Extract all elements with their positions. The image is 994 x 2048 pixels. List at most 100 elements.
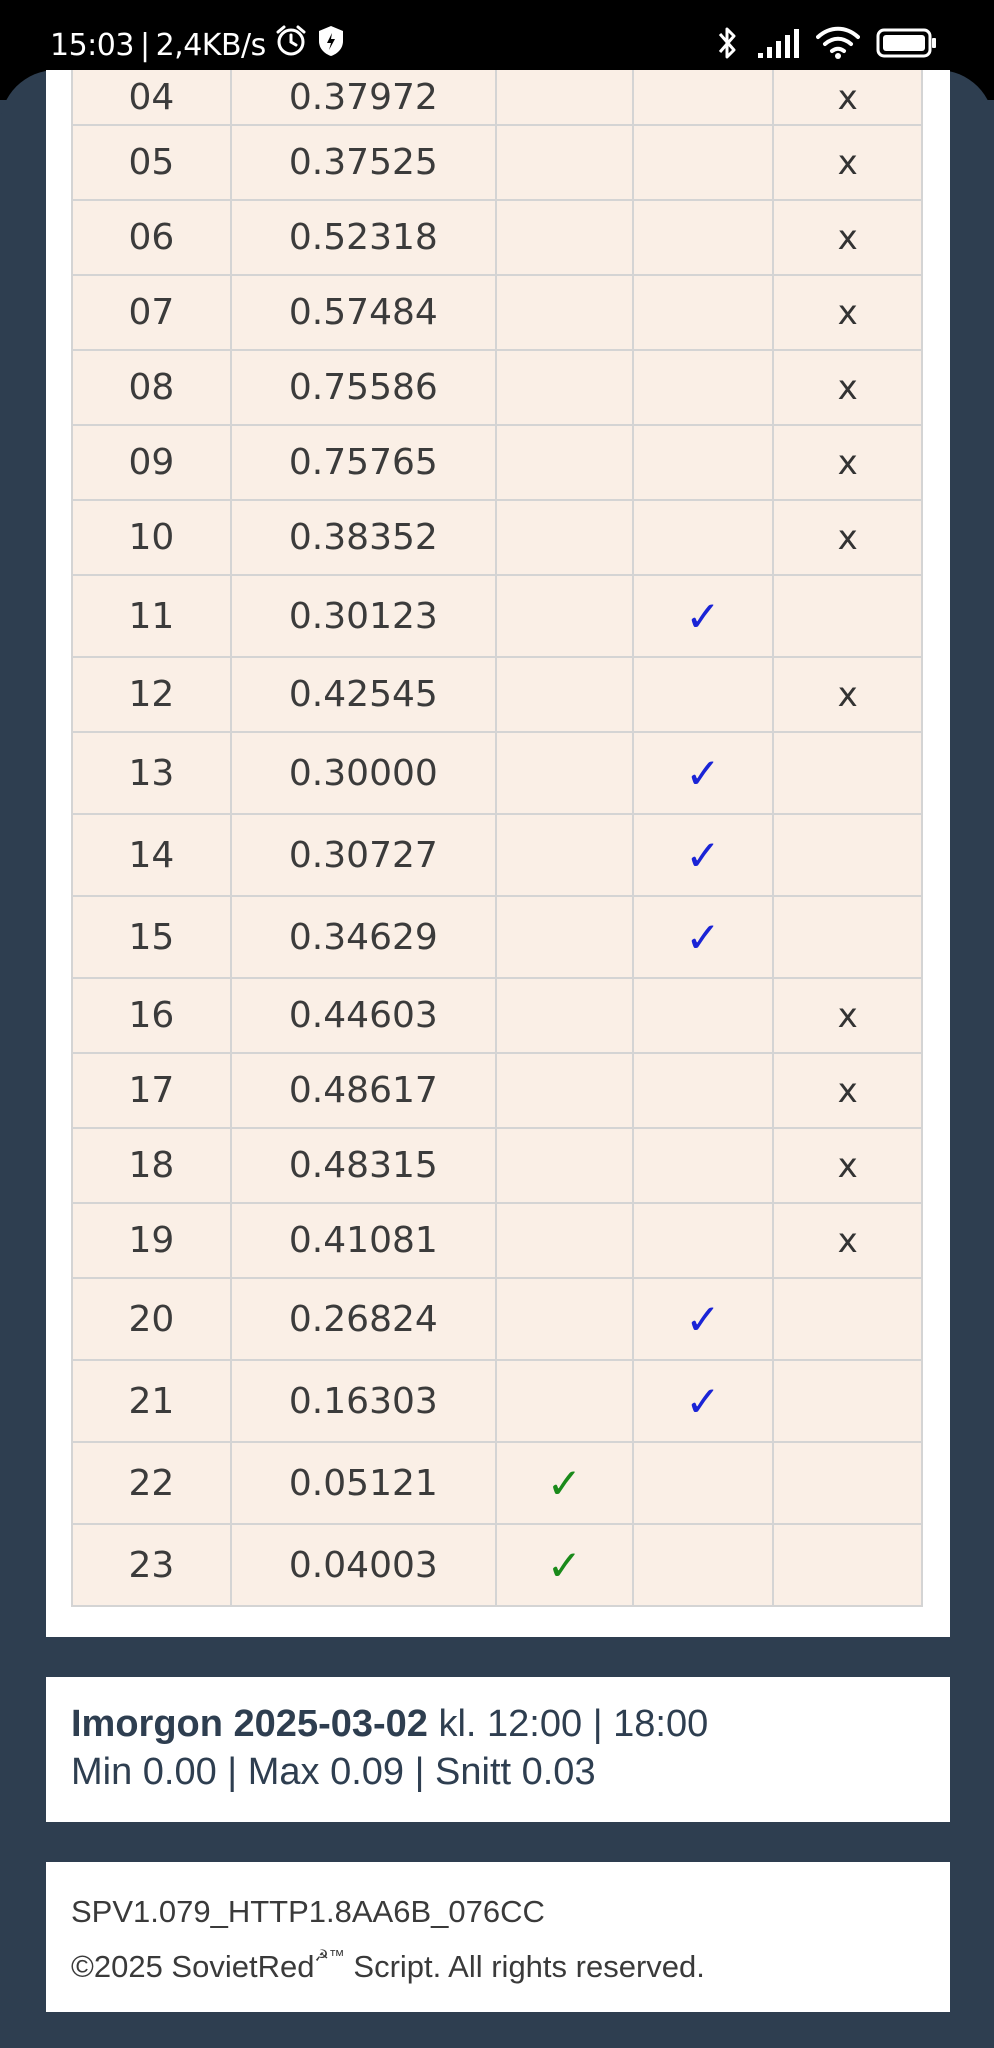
hour-value: 18 bbox=[128, 1145, 175, 1186]
low-price-mark-cell bbox=[494, 1127, 634, 1204]
x-mark: x bbox=[837, 77, 858, 118]
hour-cell: 22 bbox=[71, 1441, 232, 1525]
price-value: 0.05121 bbox=[288, 1462, 438, 1504]
x-mark: x bbox=[837, 518, 858, 558]
low-price-mark-cell bbox=[494, 274, 634, 351]
hour-cell: 19 bbox=[71, 1202, 232, 1279]
high-price-mark-cell: x bbox=[772, 199, 923, 276]
price-cell: 0.42545 bbox=[229, 656, 497, 733]
mid-price-mark-cell bbox=[631, 1127, 775, 1204]
price-value: 0.48617 bbox=[288, 1070, 438, 1111]
mid-price-mark-cell bbox=[631, 349, 775, 426]
mid-price-mark-cell: ✓ bbox=[631, 813, 775, 897]
low-price-mark-cell bbox=[494, 1052, 634, 1129]
price-value: 0.30000 bbox=[288, 752, 438, 794]
footer-card: SPV1.079_HTTP1.8AA6B_076CC ©2025 SovietR… bbox=[46, 1862, 950, 2012]
hour-value: 22 bbox=[128, 1462, 175, 1504]
footer-copyright: ©2025 SovietRed☭™ Script. All rights res… bbox=[71, 1946, 705, 1985]
hour-cell: 23 bbox=[71, 1523, 232, 1607]
hour-value: 11 bbox=[128, 595, 175, 637]
hour-cell: 07 bbox=[71, 274, 232, 351]
mid-price-mark-cell: ✓ bbox=[631, 731, 775, 815]
x-mark: x bbox=[837, 143, 858, 183]
price-value: 0.52318 bbox=[288, 217, 438, 258]
hour-cell: 14 bbox=[71, 813, 232, 897]
high-price-mark-cell: x bbox=[772, 424, 923, 501]
mid-price-mark-cell: ✓ bbox=[631, 574, 775, 658]
table-row: 20 0.26824 ✓ bbox=[71, 1277, 923, 1361]
hour-value: 12 bbox=[128, 674, 175, 715]
hour-value: 04 bbox=[128, 76, 175, 118]
mid-price-mark-cell: ✓ bbox=[631, 1359, 775, 1443]
table-row: 08 0.75586 x bbox=[71, 349, 923, 426]
low-price-mark-cell bbox=[494, 731, 634, 815]
table-row: 05 0.37525 x bbox=[71, 124, 923, 201]
status-left: 15:03 | 2,4KB/s bbox=[50, 24, 346, 66]
shield-icon bbox=[316, 24, 346, 66]
high-price-mark-cell: x bbox=[772, 349, 923, 426]
hour-value: 23 bbox=[128, 1544, 175, 1586]
high-price-mark-cell bbox=[772, 1277, 923, 1361]
x-mark: x bbox=[837, 996, 858, 1036]
price-value: 0.38352 bbox=[288, 517, 438, 558]
table-row: 23 0.04003 ✓ bbox=[71, 1523, 923, 1607]
low-price-mark-cell bbox=[494, 499, 634, 576]
low-price-mark-cell bbox=[494, 349, 634, 426]
tomorrow-stats: Min 0.00 | Max 0.09 | Snitt 0.03 bbox=[71, 1751, 596, 1793]
low-price-mark-cell bbox=[494, 124, 634, 201]
high-price-mark-cell bbox=[772, 1441, 923, 1525]
table-row: 18 0.48315 x bbox=[71, 1127, 923, 1204]
price-cell: 0.75586 bbox=[229, 349, 497, 426]
price-value: 0.42545 bbox=[288, 674, 438, 715]
hour-value: 13 bbox=[128, 752, 175, 794]
hour-value: 09 bbox=[128, 442, 175, 483]
hour-value: 15 bbox=[128, 916, 175, 958]
tomorrow-title: Imorgon 2025-03-02 kl. 12:00 | 18:00 bbox=[71, 1703, 708, 1746]
x-mark: x bbox=[837, 443, 858, 483]
status-right bbox=[716, 24, 938, 66]
mid-price-mark-cell bbox=[631, 124, 775, 201]
check-icon: ✓ bbox=[546, 1458, 582, 1508]
status-separator: | bbox=[139, 27, 150, 63]
high-price-mark-cell bbox=[772, 574, 923, 658]
hour-cell: 11 bbox=[71, 574, 232, 658]
price-cell: 0.44603 bbox=[229, 977, 497, 1054]
table-row: 12 0.42545 x bbox=[71, 656, 923, 733]
check-icon: ✓ bbox=[685, 748, 721, 798]
hour-cell: 06 bbox=[71, 199, 232, 276]
copyright-prefix: ©2025 SovietRed bbox=[71, 1949, 315, 1984]
tomorrow-card: Imorgon 2025-03-02 kl. 12:00 | 18:00 Min… bbox=[46, 1677, 950, 1822]
low-price-mark-cell bbox=[494, 70, 634, 126]
high-price-mark-cell: x bbox=[772, 1052, 923, 1129]
mid-price-mark-cell bbox=[631, 1523, 775, 1607]
price-cell: 0.37972 bbox=[229, 70, 497, 126]
price-value: 0.75765 bbox=[288, 442, 438, 483]
price-cell: 0.34629 bbox=[229, 895, 497, 979]
low-price-mark-cell bbox=[494, 199, 634, 276]
table-row: 19 0.41081 x bbox=[71, 1202, 923, 1279]
high-price-mark-cell: x bbox=[772, 656, 923, 733]
mid-price-mark-cell bbox=[631, 977, 775, 1054]
price-cell: 0.04003 bbox=[229, 1523, 497, 1607]
hour-cell: 18 bbox=[71, 1127, 232, 1204]
price-value: 0.34629 bbox=[288, 916, 438, 958]
hour-value: 08 bbox=[128, 367, 175, 408]
hour-cell: 08 bbox=[71, 349, 232, 426]
low-price-mark-cell bbox=[494, 977, 634, 1054]
price-cell: 0.48315 bbox=[229, 1127, 497, 1204]
check-icon: ✓ bbox=[685, 912, 721, 962]
x-mark: x bbox=[837, 1146, 858, 1186]
low-price-mark-cell bbox=[494, 813, 634, 897]
mid-price-mark-cell bbox=[631, 424, 775, 501]
hour-value: 10 bbox=[128, 517, 175, 558]
alarm-icon bbox=[274, 24, 308, 66]
check-icon: ✓ bbox=[546, 1540, 582, 1590]
low-price-mark-cell bbox=[494, 1277, 634, 1361]
x-mark: x bbox=[837, 675, 858, 715]
hour-cell: 17 bbox=[71, 1052, 232, 1129]
low-price-mark-cell bbox=[494, 1359, 634, 1443]
price-value: 0.16303 bbox=[288, 1380, 438, 1422]
hour-value: 05 bbox=[128, 142, 175, 183]
price-value: 0.30727 bbox=[288, 834, 438, 876]
mid-price-mark-cell bbox=[631, 656, 775, 733]
